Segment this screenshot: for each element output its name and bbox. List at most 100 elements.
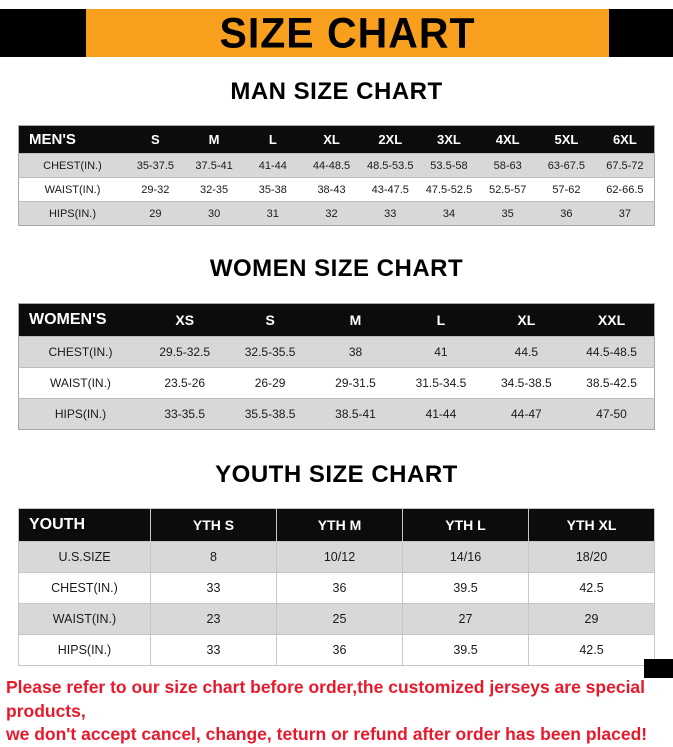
measurement-value: 32-35 — [200, 183, 229, 196]
measurement-value: 31 — [266, 207, 279, 220]
measurement-label: U.S.SIZE — [18, 540, 151, 573]
size-column-header: YTH M — [276, 507, 403, 542]
measurement-row: WAIST(IN.) 29-32 32-35 35-38 38-43 43-47.5 47.… — [18, 177, 655, 202]
size-column-header: XL — [302, 125, 361, 154]
size-column-header: YTH L — [402, 507, 529, 542]
measurement-value: 41-44 — [425, 406, 457, 421]
measurement-label: WAIST(IN.) — [50, 375, 111, 390]
measurement-value: 29-31.5 — [335, 375, 376, 390]
size-column-header: 3XL — [419, 125, 479, 154]
measurement-value: 37 — [618, 207, 631, 220]
measurement-row: HIPS(IN.) 33-35.5 35.5-38.5 38.5-41 41-44 44-… — [18, 398, 655, 430]
measurement-row: HIPS(IN.) 29 30 31 32 33 34 35 36 37 — [18, 201, 655, 226]
measurement-value: 8 — [150, 540, 277, 573]
measurement-row: HIPS(IN.) 33 36 39.5 42.5 — [18, 633, 655, 666]
measurement-value: 33-35.5 — [164, 406, 206, 421]
measurement-value: 35.5-38.5 — [244, 406, 296, 421]
section-heading: WOMEN SIZE CHART — [209, 255, 464, 283]
measurement-value: 38.5-42.5 — [586, 375, 637, 390]
size-column-header: 4XL — [478, 125, 538, 154]
size-charts-main: MAN SIZE CHART MEN'S S M L XL 2XL 3XL 4XL 5XL 6XL… — [0, 78, 673, 666]
measurement-value: 38.5-41 — [335, 406, 376, 421]
measurement-value: 41 — [434, 344, 448, 359]
measurement-value: 32.5-35.5 — [244, 344, 296, 359]
size-column-header: M — [312, 303, 399, 337]
measurement-value: 33 — [150, 633, 277, 666]
measurement-value: 63-67.5 — [547, 159, 586, 172]
section-heading: MAN SIZE CHART — [230, 78, 443, 105]
size-column-header: 2XL — [360, 125, 420, 154]
measurement-row: U.S.SIZE 8 10/12 14/16 18/20 — [18, 540, 655, 573]
section-heading: YOUTH SIZE CHART — [215, 460, 458, 488]
measurement-value: 29 — [149, 207, 162, 220]
size-column-header: 6XL — [595, 125, 655, 154]
measurement-value: 32 — [325, 207, 338, 220]
measurement-value: 18/20 — [528, 540, 655, 573]
measurement-row: CHEST(IN.) 33 36 39.5 42.5 — [18, 571, 655, 604]
title-banner: SIZE CHART — [0, 9, 673, 57]
measurement-value: 10/12 — [276, 540, 403, 573]
table-header-row: MEN'S S M L XL 2XL 3XL 4XL 5XL 6XL — [18, 125, 655, 154]
measurement-label: CHEST(IN.) — [43, 159, 102, 172]
table-header-row: WOMEN'S XS S M L XL XXL — [18, 303, 655, 337]
mens-size-table: MEN'S S M L XL 2XL 3XL 4XL 5XL 6XL CHEST(IN.) 35-3… — [18, 125, 655, 227]
measurement-value: 44-48.5 — [312, 159, 351, 172]
measurement-value: 36 — [276, 571, 403, 604]
measurement-value: 14/16 — [402, 540, 529, 573]
measurement-label: WAIST(IN.) — [18, 602, 151, 635]
measurement-value: 35-38 — [258, 183, 287, 196]
measurement-value: 62-66.5 — [606, 183, 644, 196]
size-chart-section: WOMEN SIZE CHART WOMEN'S XS S M L XL XXL CHEST… — [0, 255, 673, 430]
measurement-value: 52.5-57 — [489, 183, 527, 196]
measurement-label: CHEST(IN.) — [18, 571, 151, 604]
size-column-header: 5XL — [537, 125, 596, 154]
measurement-value: 23.5-26 — [164, 375, 206, 390]
measurement-value: 44.5 — [514, 344, 538, 359]
measurement-value: 57-62 — [552, 183, 581, 196]
size-column-header: XL — [483, 303, 570, 337]
table-header-row: YOUTH YTH S YTH M YTH L YTH XL — [18, 507, 655, 542]
banner-right-black-block — [609, 9, 673, 57]
size-column-header: XXL — [569, 303, 655, 337]
measurement-row: CHEST(IN.) 29.5-32.5 32.5-35.5 38 41 44.5 44.5… — [18, 336, 655, 368]
table-corner-label: WOMEN'S — [18, 303, 142, 337]
footer-note-line2: we don't accept cancel, change, teturn o… — [6, 724, 648, 745]
youth-size-table: YOUTH YTH S YTH M YTH L YTH XL U.S.SIZE 8 10/1… — [18, 507, 655, 666]
measurement-value: 39.5 — [402, 633, 529, 666]
measurement-label: HIPS(IN.) — [18, 633, 151, 666]
table-corner-label: MEN'S — [18, 125, 126, 154]
measurement-value: 47.5-52.5 — [425, 183, 473, 196]
measurement-value: 35-37.5 — [136, 159, 175, 172]
measurement-label: WAIST(IN.) — [44, 183, 101, 196]
size-chart-section: MAN SIZE CHART MEN'S S M L XL 2XL 3XL 4XL 5XL 6XL… — [0, 78, 673, 227]
size-column-header: XS — [142, 303, 228, 337]
measurement-row: WAIST(IN.) 23.5-26 26-29 29-31.5 31.5-34.5 34… — [18, 367, 655, 399]
measurement-value: 34.5-38.5 — [500, 375, 552, 390]
measurement-value: 35 — [501, 207, 514, 220]
measurement-value: 43-47.5 — [371, 183, 409, 196]
measurement-row: WAIST(IN.) 23 25 27 29 — [18, 602, 655, 635]
footer-note: Please refer to our size chart before or… — [6, 676, 673, 747]
measurement-value: 36 — [276, 633, 403, 666]
page-title: SIZE CHART — [219, 8, 476, 57]
measurement-value: 44-47 — [510, 406, 542, 421]
size-chart-section: YOUTH SIZE CHART YOUTH YTH S YTH M YTH L YTH… — [0, 460, 673, 666]
size-column-header: M — [184, 125, 244, 154]
size-column-header: YTH XL — [528, 507, 655, 542]
measurement-label: CHEST(IN.) — [48, 344, 113, 359]
banner-orange-strip: SIZE CHART — [86, 9, 609, 57]
size-column-header: L — [243, 125, 303, 154]
measurement-value: 36 — [560, 207, 573, 220]
size-column-header: YTH S — [150, 507, 277, 542]
measurement-value: 67.5-72 — [606, 159, 644, 172]
measurement-value: 33 — [384, 207, 397, 220]
measurement-value: 29-32 — [141, 183, 170, 196]
table-corner-label: YOUTH — [18, 507, 151, 542]
womens-size-table: WOMEN'S XS S M L XL XXL CHEST(IN.) 29.5-32.5 32.… — [18, 302, 655, 430]
measurement-value: 37.5-41 — [195, 159, 233, 172]
footer-note-line1: Please refer to our size chart before or… — [6, 676, 646, 721]
measurement-value: 27 — [402, 602, 529, 635]
measurement-value: 53.5-58 — [430, 159, 468, 172]
measurement-value: 30 — [207, 207, 221, 220]
measurement-label: HIPS(IN.) — [48, 207, 97, 220]
